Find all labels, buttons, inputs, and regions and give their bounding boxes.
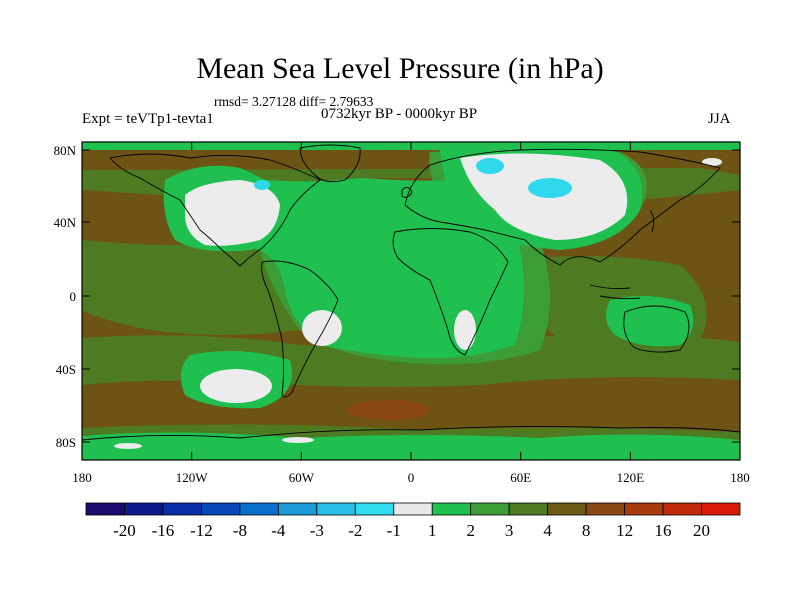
plot-title: Mean Sea Level Pressure (in hPa) — [196, 52, 604, 85]
colorbar-label: -20 — [113, 521, 136, 540]
experiment-label: Expt = teVTp1-tevta1 — [82, 111, 214, 127]
colorbar-label: 20 — [693, 521, 710, 540]
colorbar-swatch — [547, 502, 587, 516]
field-olive-south-pacific — [82, 240, 300, 335]
colorbar-label: 1 — [428, 521, 437, 540]
coast-japan — [649, 209, 655, 233]
colorbar-swatch — [585, 502, 625, 516]
field-white-antarctic-west — [114, 443, 142, 449]
lon-label: 180 — [72, 470, 92, 485]
field-green-australia — [606, 296, 694, 347]
colorbar-swatch — [470, 502, 510, 516]
colorbar-swatch — [701, 502, 741, 516]
lon-label: 60E — [510, 470, 531, 485]
colorbar-swatch — [85, 502, 125, 516]
colorbar-label: 8 — [582, 521, 591, 540]
colorbar-label: 4 — [543, 521, 552, 540]
coast-antarctica — [82, 425, 740, 441]
colorbar-label: 12 — [616, 521, 633, 540]
field-white-antarctic-mid — [282, 437, 314, 443]
colorbar-swatch — [124, 502, 164, 516]
lat-label: 0 — [70, 289, 77, 304]
lat-label: 40S — [56, 362, 76, 377]
colorbar-swatch — [162, 502, 202, 516]
field-white-north-america — [185, 180, 280, 246]
colorbar-label: 3 — [505, 521, 514, 540]
colorbar-swatch — [201, 502, 241, 516]
colorbar-label: -16 — [152, 521, 175, 540]
colorbar-label: -3 — [310, 521, 324, 540]
field-cyan-eurasia-east — [528, 178, 572, 198]
lon-label: 60W — [289, 470, 315, 485]
lon-label: 120E — [617, 470, 645, 485]
colorbar-swatch — [662, 502, 702, 516]
lon-label: 0 — [408, 470, 415, 485]
colorbar-swatch — [431, 502, 472, 516]
lon-label: 120W — [176, 470, 209, 485]
field-white-south-pacific — [200, 369, 272, 403]
field-cyan-eurasia-west — [476, 158, 504, 174]
lon-label: 180 — [730, 470, 750, 485]
field-white-south-america — [302, 310, 342, 346]
coast-africa — [392, 228, 509, 356]
colorbar-label: 2 — [466, 521, 475, 540]
colorbar-label: 16 — [655, 521, 672, 540]
colorbar-label: -12 — [190, 521, 213, 540]
field-white-south-africa — [454, 310, 476, 350]
coast-indonesia — [589, 284, 641, 300]
rmsd-diff-stats: rmsd= 3.27128 diff= 2.79633 — [214, 94, 374, 109]
colorbar-swatch — [508, 502, 549, 516]
colorbar-swatch — [393, 502, 433, 516]
colorbar-label: -1 — [387, 521, 401, 540]
lat-label: 80S — [56, 435, 76, 450]
colorbar-label: -4 — [271, 521, 286, 540]
season-label: JJA — [708, 111, 731, 127]
coast-europe-asia — [404, 148, 721, 266]
colorbar-swatch — [316, 502, 356, 516]
colorbar-label: -8 — [233, 521, 247, 540]
coastlines — [82, 144, 740, 441]
field-white-arctic-east — [702, 158, 722, 166]
coast-australia — [623, 305, 690, 353]
coast-south-america — [261, 260, 339, 398]
coast-north-america — [109, 153, 321, 267]
colorbar-swatch — [354, 502, 395, 516]
colorbar-swatch — [624, 502, 664, 516]
lat-label: 80N — [54, 143, 77, 158]
field-cyan-hudson — [254, 180, 270, 190]
colorbar-swatch — [239, 502, 279, 516]
coast-greenland — [299, 144, 361, 183]
period-label: 0732kyr BP - 0000kyr BP — [321, 106, 478, 122]
colorbar-label: -2 — [348, 521, 362, 540]
field-rust-southern-ocean — [346, 400, 430, 420]
lat-label: 40N — [54, 215, 77, 230]
colorbar: -20 -16 -12 -8 -4 -3 -2 -1 1 2 3 4 8 12 16 20 — [85, 502, 741, 540]
field-green-antarctic-coast — [82, 432, 740, 460]
colorbar-swatch — [277, 502, 318, 516]
map-axes: 80N 40N 0 40S 80S 180 120W 60W 0 60E 120E 180 — [54, 142, 750, 485]
pressure-field — [82, 142, 740, 460]
coast-uk — [401, 187, 413, 198]
